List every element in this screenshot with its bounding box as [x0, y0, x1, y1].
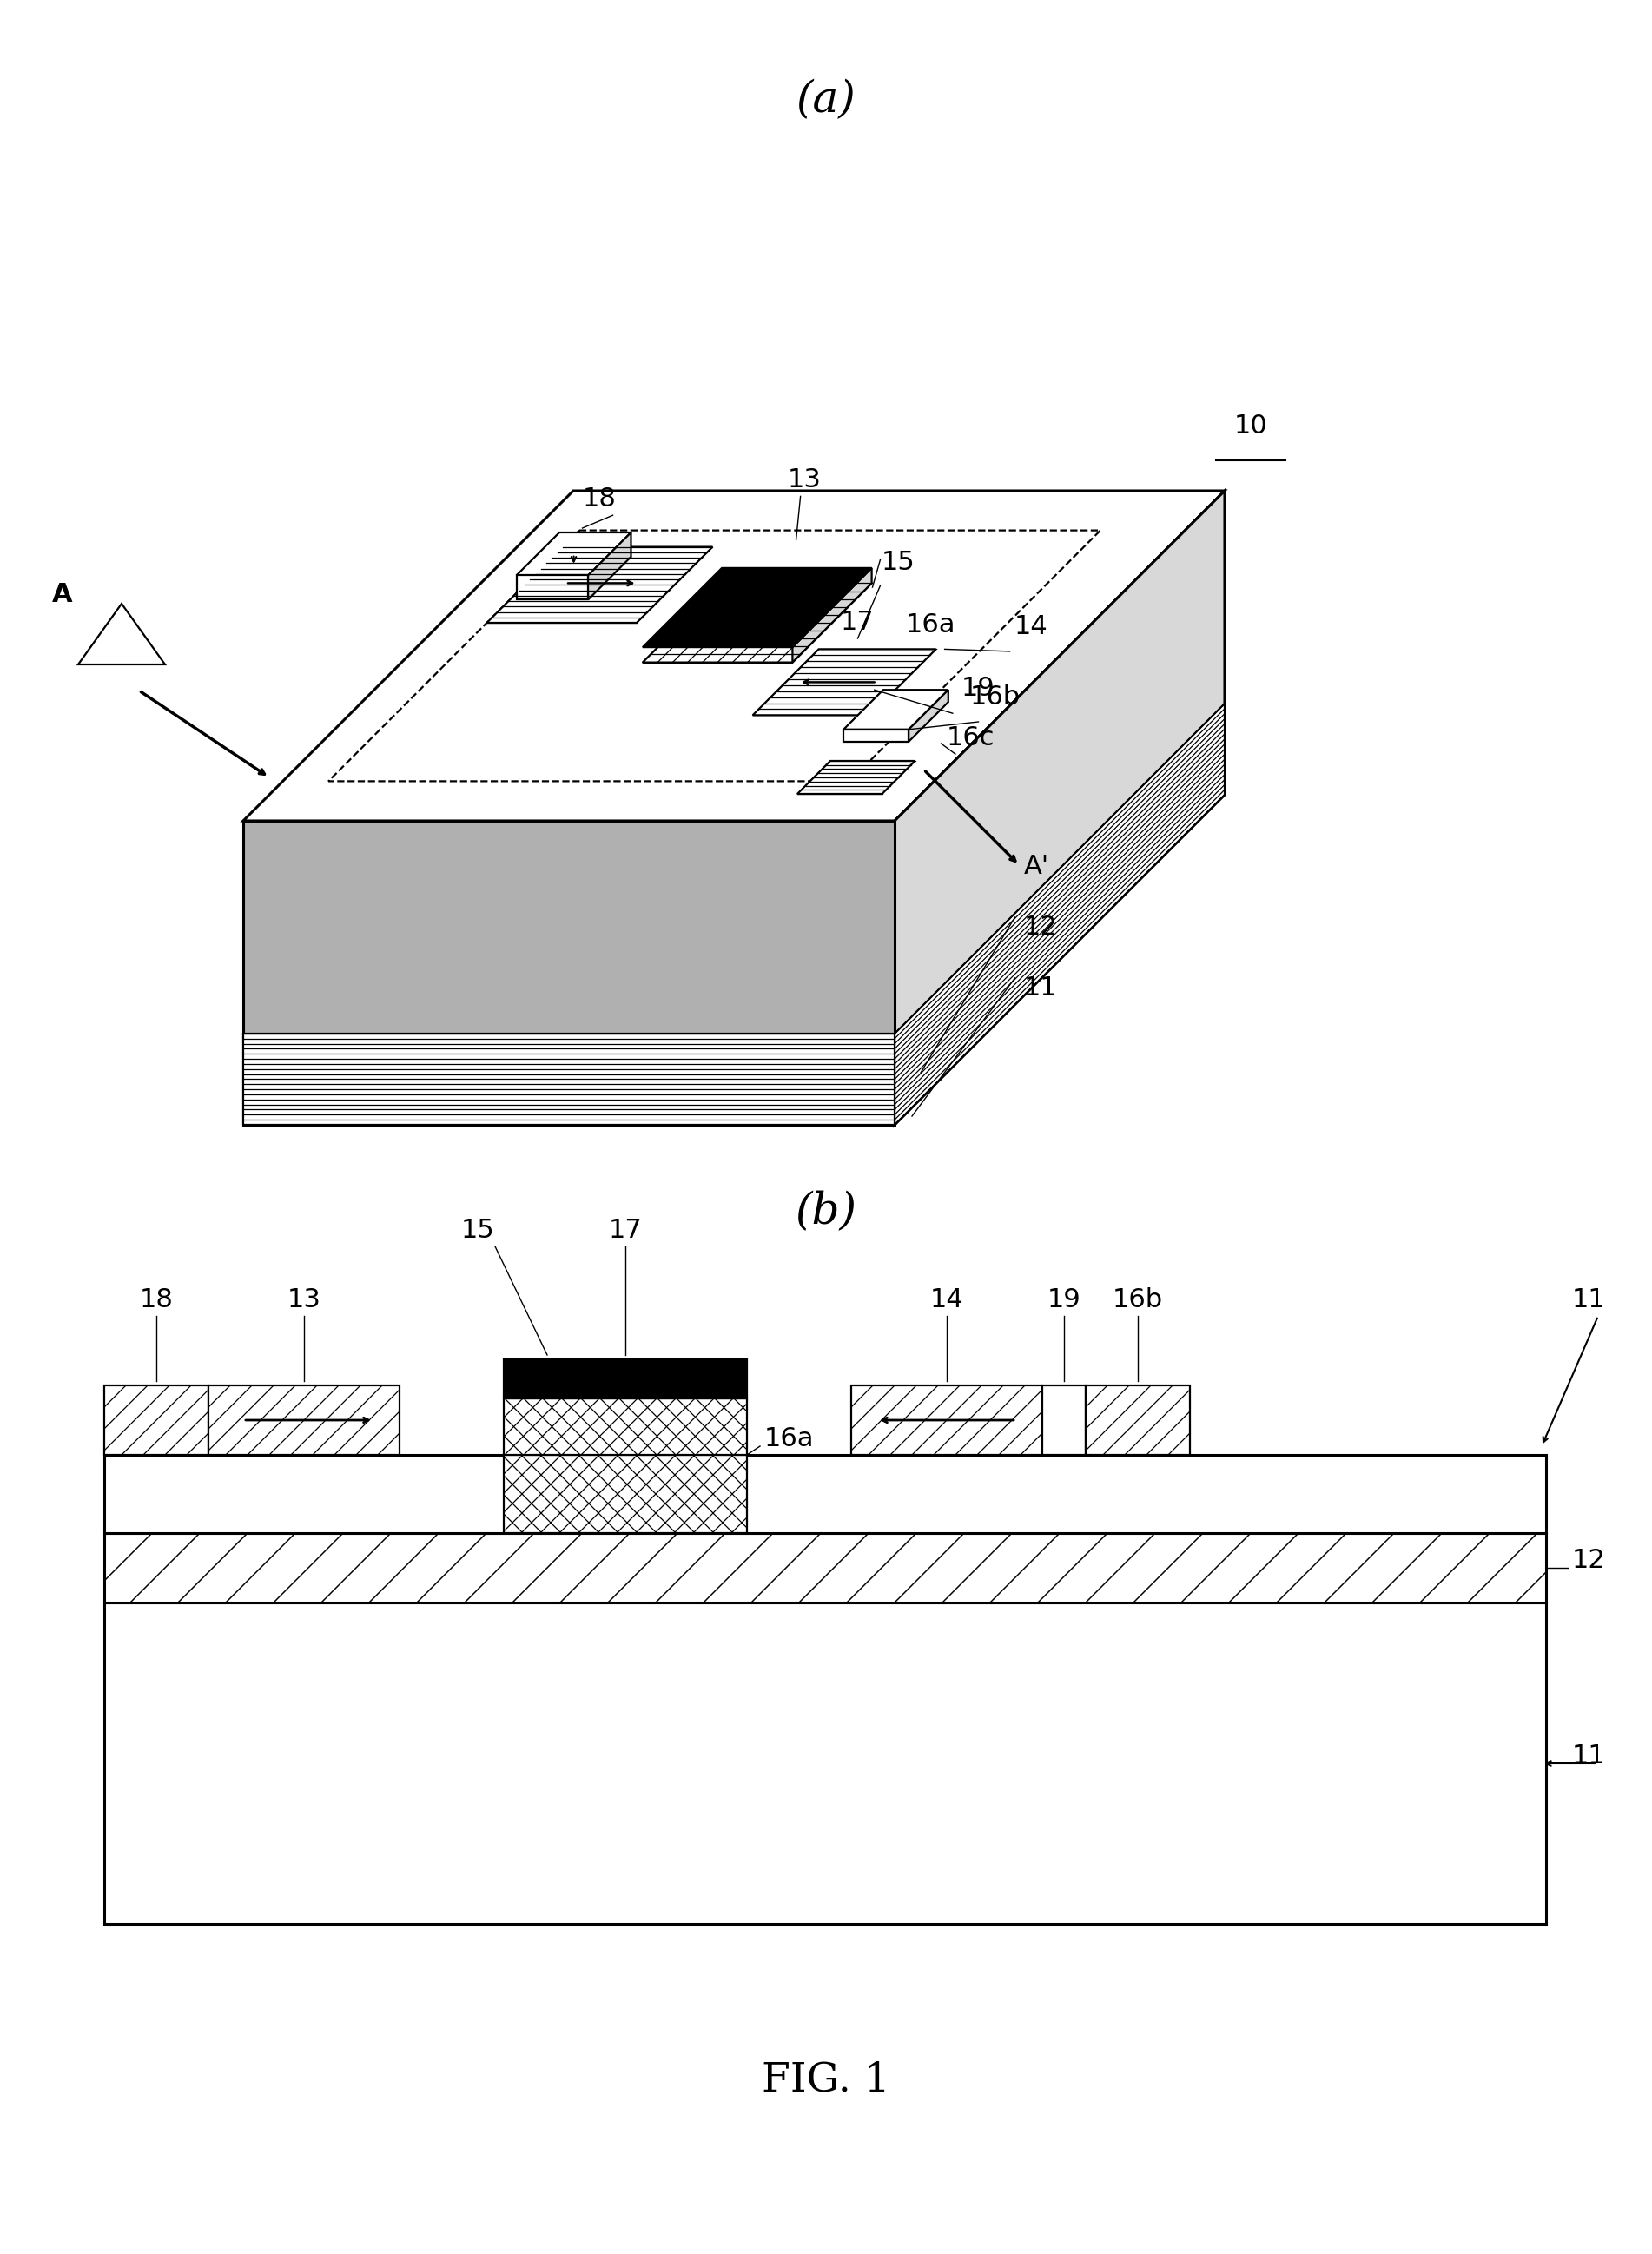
Bar: [104, 1533, 1546, 1603]
Text: 14: 14: [930, 1287, 963, 1312]
Bar: [104, 1454, 1546, 1533]
Text: (b): (b): [795, 1190, 857, 1233]
Text: 15: 15: [881, 550, 915, 575]
Polygon shape: [793, 568, 872, 663]
Bar: [851, 1386, 1042, 1454]
Text: 11: 11: [1573, 1742, 1606, 1769]
Text: 11: 11: [1573, 1287, 1606, 1312]
Polygon shape: [798, 762, 915, 793]
Polygon shape: [243, 820, 895, 1125]
Bar: [504, 1359, 747, 1397]
Bar: [1042, 1386, 1085, 1454]
Polygon shape: [243, 1035, 895, 1125]
Text: 19: 19: [961, 676, 995, 701]
Bar: [104, 1386, 208, 1454]
Text: 19: 19: [1047, 1287, 1080, 1312]
Bar: [1085, 1386, 1189, 1454]
Text: 15: 15: [461, 1217, 494, 1242]
Polygon shape: [753, 649, 937, 715]
Polygon shape: [243, 491, 1224, 820]
Bar: [208, 1386, 400, 1454]
Text: 16a: 16a: [765, 1427, 814, 1452]
Bar: [104, 1603, 1546, 1925]
Text: 17: 17: [608, 1217, 643, 1242]
Text: 10: 10: [1234, 412, 1267, 440]
Text: 16b: 16b: [970, 685, 1021, 710]
Polygon shape: [643, 584, 872, 663]
Text: 18: 18: [139, 1287, 173, 1312]
Polygon shape: [844, 690, 948, 730]
Text: 13: 13: [788, 467, 821, 494]
Polygon shape: [588, 532, 631, 600]
Bar: [504, 1454, 747, 1533]
Polygon shape: [517, 532, 631, 575]
Text: (a): (a): [796, 79, 856, 122]
Text: 18: 18: [583, 487, 616, 512]
Polygon shape: [909, 690, 948, 742]
Text: 13: 13: [287, 1287, 320, 1312]
Text: 16b: 16b: [1112, 1287, 1163, 1312]
Text: 16a: 16a: [905, 613, 955, 638]
Bar: [504, 1397, 747, 1454]
Text: 14: 14: [1014, 613, 1047, 640]
Text: 12: 12: [1024, 915, 1057, 940]
Polygon shape: [895, 703, 1224, 1125]
Polygon shape: [895, 491, 1224, 1125]
Text: 16c: 16c: [947, 726, 995, 751]
Text: A: A: [53, 582, 73, 609]
Polygon shape: [844, 730, 909, 742]
Text: 11: 11: [1024, 976, 1057, 1001]
Text: A': A': [1024, 854, 1049, 879]
Text: FIG. 1: FIG. 1: [762, 2060, 890, 2101]
Polygon shape: [517, 575, 588, 600]
Polygon shape: [487, 548, 712, 622]
Text: 12: 12: [1573, 1548, 1606, 1573]
Text: 17: 17: [841, 611, 874, 636]
Polygon shape: [643, 568, 872, 647]
